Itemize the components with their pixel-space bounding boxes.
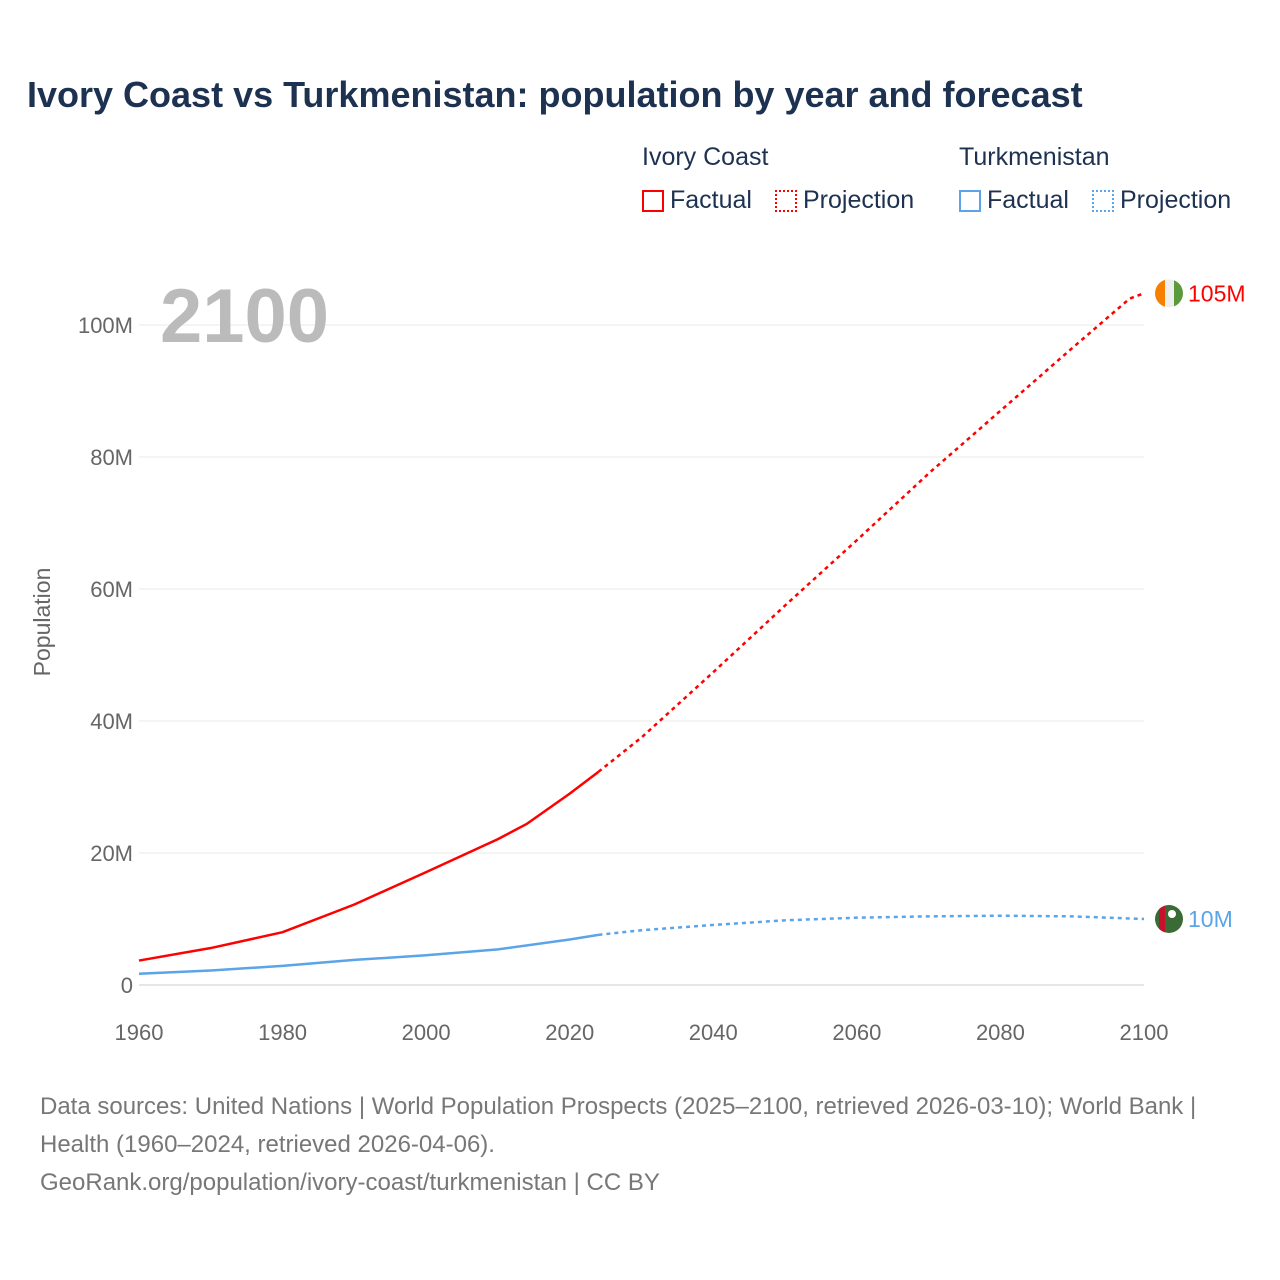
y-tick-label: 0 (121, 973, 133, 998)
legend-turkmenistan-factual[interactable]: Factual (959, 186, 1069, 215)
legend-label: Factual (670, 186, 752, 214)
legend-ivory-coast-factual[interactable]: Factual (642, 186, 752, 215)
x-tick-label: 1980 (258, 1020, 307, 1045)
y-axis-label: Population (29, 568, 55, 677)
x-tick-label: 2080 (976, 1020, 1025, 1045)
legend-swatch (642, 189, 664, 212)
flag-icon-turkmenistan (1155, 905, 1183, 933)
footer-link[interactable]: GeoRank.org/population/ivory-coast/turkm… (40, 1169, 660, 1196)
y-tick-label: 20M (90, 841, 133, 866)
x-tick-label: 2100 (1120, 1020, 1169, 1045)
legend-group-turkmenistan: Turkmenistan (959, 143, 1110, 171)
y-tick-label: 40M (90, 709, 133, 734)
legend-label: Factual (987, 186, 1069, 214)
legend-label: Projection (1120, 186, 1232, 214)
x-tick-label: 2020 (545, 1020, 594, 1045)
flag-stripe (1174, 279, 1183, 308)
series-line-ivory-coast-projection (597, 292, 1145, 773)
y-tick-label: 80M (90, 445, 133, 470)
legend-swatch (1092, 189, 1114, 212)
y-tick-label: 60M (90, 577, 133, 602)
footer-sources: Data sources: United Nations | World Pop… (40, 1093, 1197, 1158)
x-tick-label: 1960 (115, 1020, 164, 1045)
x-tick-label: 2040 (689, 1020, 738, 1045)
flag-icon-ivory-coast (1155, 279, 1183, 308)
y-tick-label: 100M (78, 313, 133, 338)
legend-turkmenistan-projection[interactable]: Projection (1092, 186, 1231, 215)
flag-body (1155, 905, 1183, 933)
x-tick-label: 2000 (402, 1020, 451, 1045)
series-line-turkmenistan-factual (138, 933, 599, 976)
legend-ivory-coast-projection[interactable]: Projection (775, 186, 914, 215)
flag-crescent (1168, 910, 1176, 918)
footer: Data sources: United Nations | World Pop… (40, 1088, 1240, 1202)
flag-body (1155, 279, 1183, 308)
end-label-ivory-coast: 105M (1188, 280, 1246, 306)
chart-title: Ivory Coast vs Turkmenistan: population … (27, 74, 1083, 115)
flag-stripe (1155, 279, 1165, 308)
x-tick-label: 2060 (832, 1020, 881, 1045)
series-line-ivory-coast-factual (138, 770, 600, 962)
end-label-turkmenistan: 10M (1188, 906, 1233, 932)
flag-band (1159, 905, 1165, 933)
year-overlay: 2100 (160, 274, 329, 359)
series-line-turkmenistan-projection (598, 914, 1145, 937)
legend-swatch (959, 189, 981, 212)
legend-swatch (775, 189, 797, 212)
legend-group-ivory-coast: Ivory Coast (642, 143, 769, 171)
flag-stripe (1165, 279, 1174, 308)
legend-label: Projection (803, 186, 915, 214)
